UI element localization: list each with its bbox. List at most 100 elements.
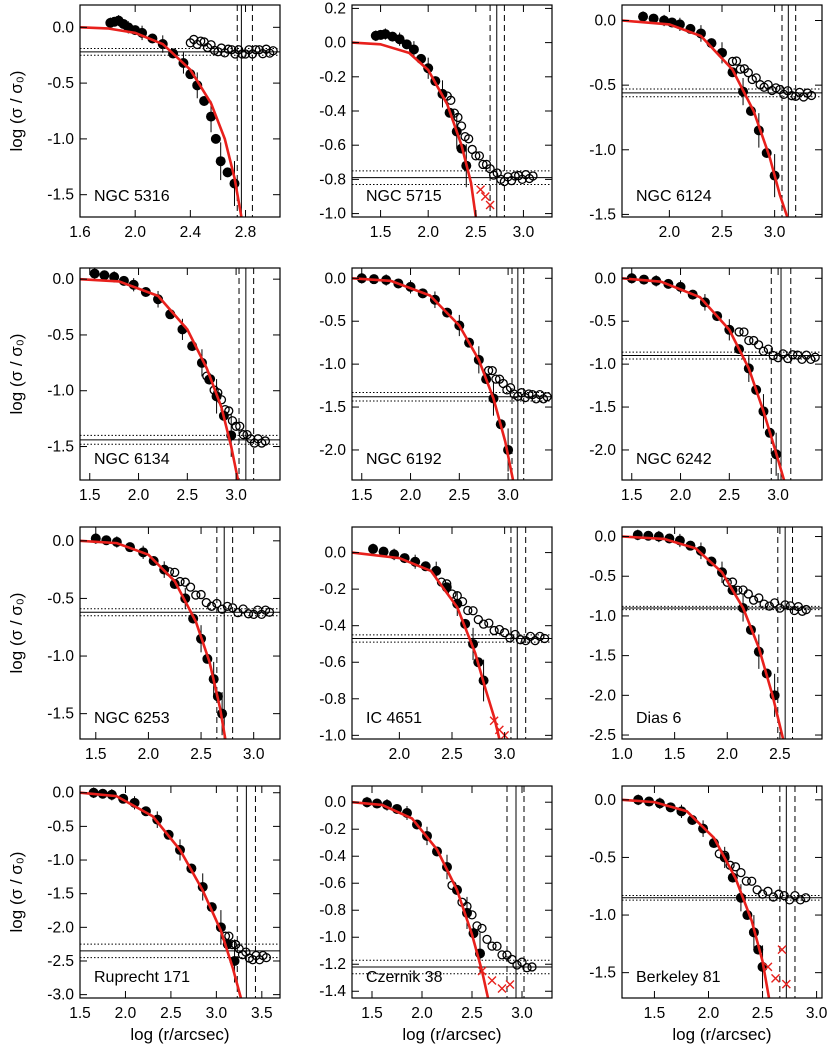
panel-frame [621, 267, 823, 481]
y-axis-label: log (σ / σ₀) [7, 593, 26, 674]
y-axis-label: log (σ / σ₀) [7, 334, 26, 415]
panel-10: 1.5 2.0 2.5 3.0 3.5 0.0 -0.5 -1.0 -1.5 -2.0 -2.5 -3… [7, 785, 281, 1044]
field-point [749, 335, 759, 346]
king-fit-curve [80, 26, 243, 217]
field-point [453, 112, 463, 123]
x-tick-label: 1.5 [644, 1005, 666, 1022]
x-tick-label: 2.0 [128, 487, 150, 504]
field-point [494, 624, 505, 635]
plot-area [622, 268, 822, 480]
field-point [499, 628, 510, 638]
y-tick-label: -1.5 [589, 206, 616, 223]
panel-7: 1.5 2.0 2.5 3.0 0.0 -0.5 -1.0 -1.5 NGC 6253 log (… [7, 526, 281, 763]
x-tick-label: 1.5 [69, 1005, 91, 1022]
field-point [751, 73, 761, 83]
x-tick-label: 1.5 [351, 487, 373, 504]
king-fit-curve [622, 19, 789, 217]
plot-area [352, 786, 552, 998]
member-point [222, 167, 233, 178]
panel-title: NGC 6124 [636, 188, 712, 205]
x-tick-label: 2.0 [417, 224, 439, 241]
y-tick-label: -0.5 [319, 313, 346, 330]
field-point [539, 633, 550, 644]
member-point [109, 271, 120, 282]
y-tick-label: -0.8 [319, 691, 346, 708]
y-tick-label: -2.0 [589, 687, 616, 704]
plot-area [622, 786, 822, 998]
x-tick-label: 2.5 [160, 1005, 182, 1022]
y-tick-label: -0.2 [319, 821, 346, 838]
field-point [528, 171, 538, 181]
panel-frame [79, 4, 281, 218]
panel-title: NGC 6192 [366, 451, 442, 468]
panel-3: 2.0 2.5 3.0 0.0 -0.5 -1.0 -1.5 NGC 6124 [589, 4, 823, 241]
field-point [191, 590, 201, 600]
y-tick-label: -2.0 [47, 919, 74, 936]
x-tick-label: 1.5 [664, 746, 686, 763]
y-tick-label: -1.5 [47, 439, 74, 456]
field-point [768, 350, 778, 361]
plot-area [352, 5, 552, 217]
x-tick-label: 2.0 [670, 487, 692, 504]
panel-frame [621, 4, 823, 218]
panel-title: IC 4651 [366, 710, 422, 727]
y-tick-label: -3.0 [47, 987, 74, 1004]
rejected-point [487, 975, 497, 985]
y-tick-label: -1.5 [47, 886, 74, 903]
field-point [238, 604, 248, 614]
field-point [524, 389, 534, 399]
panel-5: 1.5 2.0 2.5 3.0 0.0 -0.5 -1.0 -1.5 -2.0 NGC 6192 [319, 267, 553, 504]
field-point [243, 609, 254, 619]
x-tick-label: 2.5 [719, 487, 741, 504]
field-point [196, 36, 206, 46]
field-point [227, 603, 238, 613]
field-point [747, 876, 757, 886]
panel-4: 1.5 2.0 2.5 3.0 0.0 -0.5 -1.0 -1.5 NGC 6134 log (… [7, 267, 281, 504]
x-tick-label: 2.5 [769, 746, 791, 763]
field-point [512, 960, 522, 970]
plot-area [352, 268, 552, 480]
panel-1: 1.6 2.0 2.4 2.8 0.0 -0.5 -1.0 -1.5 NGC 5316 log (… [7, 4, 281, 241]
y-tick-label: 0.0 [324, 794, 346, 811]
field-point [212, 598, 222, 609]
rejected-point [781, 979, 791, 989]
y-tick-label: -1.0 [319, 929, 346, 946]
field-point [758, 346, 769, 356]
plot-area [352, 527, 552, 739]
panel-12: 1.5 2.0 2.5 3.0 0.0 -0.5 -1.0 -1.5 Berkeley 81 lo… [589, 785, 828, 1044]
rejected-point [485, 200, 495, 210]
field-point [507, 954, 517, 965]
rejected-point [505, 980, 515, 989]
x-tick-label: 1.0 [611, 746, 633, 763]
field-point [464, 134, 474, 144]
panel-title: NGC 5715 [366, 188, 442, 205]
field-point [482, 934, 492, 945]
field-point [484, 618, 494, 628]
x-tick-label: 2.5 [711, 224, 733, 241]
field-point [446, 95, 456, 105]
field-point [774, 889, 784, 899]
x-tick-label: 3.0 [767, 487, 789, 504]
field-point [463, 605, 473, 616]
y-tick-label: 0.0 [324, 545, 346, 562]
member-point [648, 13, 659, 24]
king-fit-curve [352, 800, 490, 998]
field-point [759, 599, 769, 609]
field-point [238, 430, 249, 440]
panel-frame [621, 785, 823, 999]
field-point [471, 151, 481, 161]
field-point [787, 91, 797, 101]
x-tick-label: 1.5 [85, 746, 107, 763]
field-point [491, 374, 501, 384]
member-point [452, 598, 463, 609]
x-tick-label: 2.0 [698, 1005, 720, 1022]
y-tick-label: -1.2 [319, 956, 346, 973]
field-point [734, 327, 744, 337]
panel-frame [351, 785, 553, 999]
member-point [215, 156, 226, 167]
field-point [744, 335, 754, 346]
field-point [456, 121, 467, 131]
y-tick-label: -1.0 [589, 356, 616, 373]
y-tick-label: -1.0 [319, 356, 346, 373]
plot-area [622, 527, 822, 739]
